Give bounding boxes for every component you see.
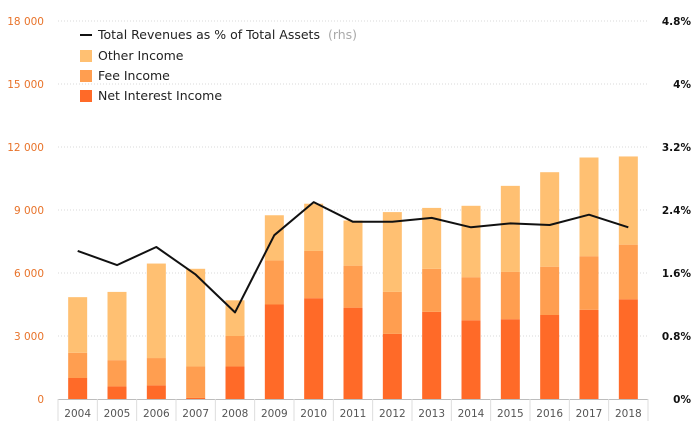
y-right-tick-label: 1.6% [662,268,692,280]
legend-label-fee-income: Fee Income [98,68,170,83]
bar-other-income [540,172,560,267]
bar-net-interest-income [264,304,284,399]
y-left-tick-label: 18 000 [7,16,44,28]
y-left-tick-label: 15 000 [7,79,44,91]
bar-other-income [68,297,88,353]
line-series [77,201,629,314]
line-total-revenues-pct [77,201,629,314]
x-tick-label: 2010 [300,408,327,420]
x-tick-label: 2017 [576,408,603,420]
bar-net-interest-income [500,319,520,399]
bar-other-income [461,205,481,278]
bar-other-income [382,212,402,292]
bar-other-income [422,207,442,269]
x-tick-label: 2014 [458,408,485,420]
bar-fee-income [186,366,206,398]
bars [68,156,638,399]
bar-other-income [500,185,520,272]
bar-net-interest-income [422,311,442,399]
x-tick-label: 2013 [418,408,445,420]
bar-other-income [186,268,206,367]
bar-fee-income [264,260,284,305]
y-axis-left: 0 3 000 6 000 9 000 12 000 15 000 18 000 [7,16,44,406]
bar-net-interest-income [225,366,245,399]
bar-other-income [579,157,599,257]
bar-net-interest-income [304,298,324,399]
bar-net-interest-income [343,307,363,399]
bar-fee-income [422,268,442,312]
y-left-tick-label: 12 000 [7,142,44,154]
x-axis: 2004 2005 2006 2007 2008 2009 2010 2011 2012 2013… [57,399,649,421]
y-right-tick-label: 4% [673,79,691,91]
bar-fee-income [618,244,638,300]
bar-fee-income [382,291,402,334]
bar-net-interest-income [186,397,206,399]
legend: Total Revenues as % of Total Assets (rhs… [80,27,357,103]
x-tick-label: 2005 [104,408,131,420]
y-axis-right: 0% 0.8% 1.6% 2.4% 3.2% 4% 4.8% [662,16,692,406]
x-tick-label: 2016 [536,408,563,420]
x-tick-label: 2018 [615,408,642,420]
legend-swatch-fee-income [80,70,92,82]
bar-net-interest-income [146,385,166,399]
bar-other-income [146,263,166,359]
bar-net-interest-income [540,315,560,399]
bar-fee-income [500,271,520,320]
bar-net-interest-income [68,378,88,399]
x-tick-label: 2015 [497,408,524,420]
bar-fee-income [540,266,560,315]
legend-label-net-interest-income: Net Interest Income [98,88,222,103]
bar-other-income [343,220,363,266]
legend-line-note: (rhs) [328,27,357,42]
x-tick-label: 2004 [64,408,91,420]
legend-swatch-other-income [80,50,92,62]
bar-net-interest-income [618,299,638,399]
bar-other-income [264,215,284,261]
x-tick-label: 2008 [222,408,249,420]
bar-other-income [225,300,245,336]
x-tick-label: 2007 [182,408,209,420]
y-left-tick-label: 3 000 [14,331,44,343]
y-right-tick-label: 0% [673,394,691,406]
y-left-tick-label: 6 000 [14,268,44,280]
bar-fee-income [579,256,599,310]
bar-fee-income [225,336,245,367]
legend-line-name: Total Revenues as % of Total Assets [97,27,320,42]
x-tick-label: 2012 [379,408,406,420]
y-right-tick-label: 0.8% [662,331,692,343]
legend-label-other-income: Other Income [98,48,184,63]
y-right-tick-label: 2.4% [662,205,692,217]
bar-net-interest-income [382,333,402,399]
bar-other-income [107,291,127,361]
bar-fee-income [461,277,481,321]
bar-fee-income [343,265,363,308]
bar-other-income [618,156,638,245]
bar-net-interest-income [579,309,599,399]
legend-line-label: Total Revenues as % of Total Assets (rhs… [97,27,357,42]
bar-fee-income [68,352,88,378]
bar-net-interest-income [461,320,481,399]
bar-other-income [304,203,324,251]
y-right-tick-label: 3.2% [662,142,692,154]
y-left-tick-label: 9 000 [14,205,44,217]
x-tick-label: 2011 [340,408,367,420]
y-left-tick-label: 0 [37,394,44,406]
x-tick-label: 2009 [261,408,288,420]
bar-fee-income [146,358,166,386]
bar-fee-income [304,250,324,299]
bar-fee-income [107,360,127,387]
x-tick-label: 2006 [143,408,170,420]
legend-swatch-net-interest-income [80,90,92,102]
y-right-tick-label: 4.8% [662,16,692,28]
bar-net-interest-income [107,386,127,399]
